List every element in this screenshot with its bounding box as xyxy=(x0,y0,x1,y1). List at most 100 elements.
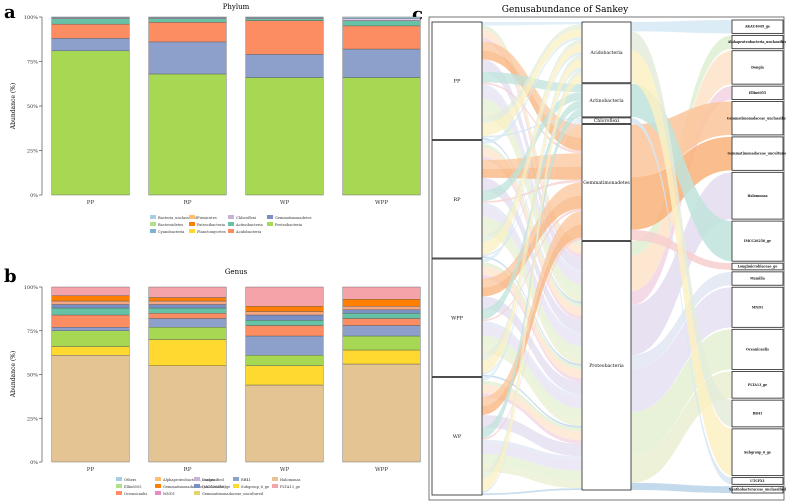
node-label-mamilia: Mamilia xyxy=(750,277,765,281)
node-label-halomonas: Halomonas xyxy=(747,194,767,198)
flow-rp-rb41 xyxy=(482,39,582,242)
x-tick-label: RP xyxy=(184,200,192,206)
legend-swatch-alphaproteobacteria-unclassified xyxy=(155,477,161,481)
node-label-ellin6055: Ellin6055 xyxy=(749,91,766,95)
bar-segment-gemmatimonadaceae-uncultured-rp xyxy=(148,307,227,314)
genus-chart: Genus Abundance (%) 0% 25% 50% 75% 100% PP RP W… xyxy=(10,268,421,496)
bar-segment-proteobacteria-wpp xyxy=(342,77,421,196)
flow-wp-utcfx1 xyxy=(482,122,582,494)
flow-wpp-subgroup-6-ge xyxy=(482,59,582,373)
bar-segment-halomonas-rp xyxy=(148,365,227,463)
phylum-y-axis-label: Abundance (%) xyxy=(10,83,17,130)
node-halomonas xyxy=(731,171,784,220)
flow-wpp-mamilia xyxy=(482,321,582,398)
node-xanthobacteraceae-unclassified xyxy=(731,485,784,494)
y-tick-label: 100% xyxy=(24,285,39,291)
legend-label: Planctomycetes xyxy=(197,230,226,234)
bar-segment-bacteria-unclassified-wpp xyxy=(342,16,421,19)
flow-pp-subgroup-6-ge xyxy=(482,29,582,136)
sankey-nodes: PP RP WPP WP Acidobacteria Actinobacteria Chlo… xyxy=(431,19,786,496)
bar-segment-rb41-rp xyxy=(148,327,227,340)
node-gemmatimonadaceae-unclassified xyxy=(731,101,784,136)
bar-segment-imcc26256-ge-pp xyxy=(51,304,130,309)
legend-swatch-patescibacteria xyxy=(189,222,195,226)
legend-label: Chloroflexi xyxy=(236,216,257,220)
legend-label: Gemmatimonadetes xyxy=(275,216,312,220)
flow-wp-gemmatimonadaceae-unclassified xyxy=(482,211,582,406)
flow-wpp-gemmatimonadaceae-uncultured xyxy=(482,195,582,297)
legend-label: Oceanicaulis xyxy=(124,492,147,496)
bar-segment-gemmatimonadaceae-unclassified-wp xyxy=(245,306,324,312)
node-label-wp: WP xyxy=(453,434,462,440)
flow-wpp-gemmatimonadaceae-unclassified xyxy=(482,182,582,288)
y-tick-label: 0% xyxy=(30,193,38,199)
bar-segment-gemmatimonadaceae-uncultured-wp xyxy=(245,320,324,326)
legend-label: Cyanobacteria xyxy=(158,230,185,234)
bar-segment-bacteria-unclassified-rp xyxy=(148,16,227,19)
bar-segment-gemmatimonadetes-wpp xyxy=(342,48,421,78)
y-tick-label: 100% xyxy=(24,15,39,21)
legend-swatch-bacteria-unclassified xyxy=(150,215,156,219)
node-ellin6055 xyxy=(731,85,784,100)
flow-wp-xanthobacteraceae-unclassified xyxy=(482,488,582,495)
legend-label: Actinobacteria xyxy=(235,223,264,227)
bar-segment-rb41-pp xyxy=(51,330,130,347)
node-chloroflexi xyxy=(581,117,632,124)
node-label-mnd1: MND1 xyxy=(752,305,763,309)
legend-swatch-oceanicaulis xyxy=(116,491,122,495)
bar-segment-gemmatimonadaceae-uncultured-wpp xyxy=(342,313,421,319)
flow-acidobacteria-subgroup-6-ge xyxy=(631,50,732,476)
node-rb41 xyxy=(731,399,784,428)
legend-swatch-ellin6055 xyxy=(116,484,122,488)
bar-segment-others-pp xyxy=(51,286,130,296)
bar-segment-mnd1-wpp xyxy=(342,325,421,337)
bar-segment-rb41-wp xyxy=(245,355,324,366)
bar-segment-mnd1-pp xyxy=(51,327,130,331)
panel-label-b: b xyxy=(4,266,17,287)
legend-label: Ellin6055 xyxy=(124,485,142,489)
flow-proteobacteria-mnd1 xyxy=(631,287,732,412)
bar-segment-gemmatimonadetes-rp xyxy=(148,41,227,75)
phylum-chart-title: Phylum xyxy=(223,3,250,11)
flow-wpp-utcfx1 xyxy=(482,120,582,375)
node-dongia xyxy=(731,50,784,85)
flow-wp-alphaproteobacteria-unclassified xyxy=(482,381,582,432)
node-acidobacteria xyxy=(581,21,632,84)
bar-segment-bacteria-unclassified-pp xyxy=(51,16,130,19)
legend-swatch-gemmatimonadetes xyxy=(267,215,273,219)
flow-wp-longimicrobiaceae-ge xyxy=(482,237,582,440)
bar-segment-oceanicaulis-wp xyxy=(245,325,324,337)
flow-rp-gemmatimonadaceae-unclassified xyxy=(482,153,582,169)
flow-wpp-rb41 xyxy=(482,54,582,361)
x-tick-label: WP xyxy=(280,200,290,206)
flow-actinobacteria-imcc26256-ge xyxy=(631,83,732,262)
legend-label: Gemmatimonadaceae_uncultured xyxy=(202,492,264,496)
bar-segment-proteobacteria-rp xyxy=(148,73,227,196)
node-oceanicaulis xyxy=(731,328,784,370)
legend-swatch-gemmatimonadaceae-unclassified xyxy=(155,484,161,488)
bar-segment-subgroup-6-ge-pp xyxy=(51,346,130,356)
bar-segment-bacteria-unclassified-wp xyxy=(245,16,324,19)
flow-wpp-ellin6055 xyxy=(482,275,582,382)
bar-segment-acidobacteria-rp xyxy=(148,22,227,43)
flow-wpp-oceanicaulis xyxy=(482,335,582,419)
flow-wp-rb41 xyxy=(482,69,582,479)
node-plta13-ge xyxy=(731,371,784,399)
sankey-title: Genusabundance of Sankey xyxy=(502,5,629,15)
legend-label: IMCC26256_ge xyxy=(202,485,230,489)
flow-pp-gemmatimonadaceae-uncultured xyxy=(482,50,582,151)
x-tick-label: PP xyxy=(87,200,95,206)
node-label-gemmatimonadetes: Gemmatimonadetes xyxy=(583,180,630,186)
flow-wp-oceanicaulis xyxy=(482,454,582,482)
bar-segment-proteobacteria-wp xyxy=(245,77,324,196)
bar-segment-oceanicaulis-wpp xyxy=(342,318,421,326)
node-label-dongia: Dongia xyxy=(751,65,764,69)
legend-swatch-dongia xyxy=(194,477,200,481)
y-tick-label: 75% xyxy=(27,60,38,66)
flow-acidobacteria-rb41 xyxy=(631,31,732,427)
flow-chloroflexi-utcfx1 xyxy=(631,117,732,485)
flow-rp-halomonas xyxy=(482,177,582,332)
legend-swatch-mnd1 xyxy=(155,491,161,495)
node-imcc26256-ge xyxy=(731,220,784,262)
bar-segment-imcc26256-ge-rp xyxy=(148,304,227,309)
